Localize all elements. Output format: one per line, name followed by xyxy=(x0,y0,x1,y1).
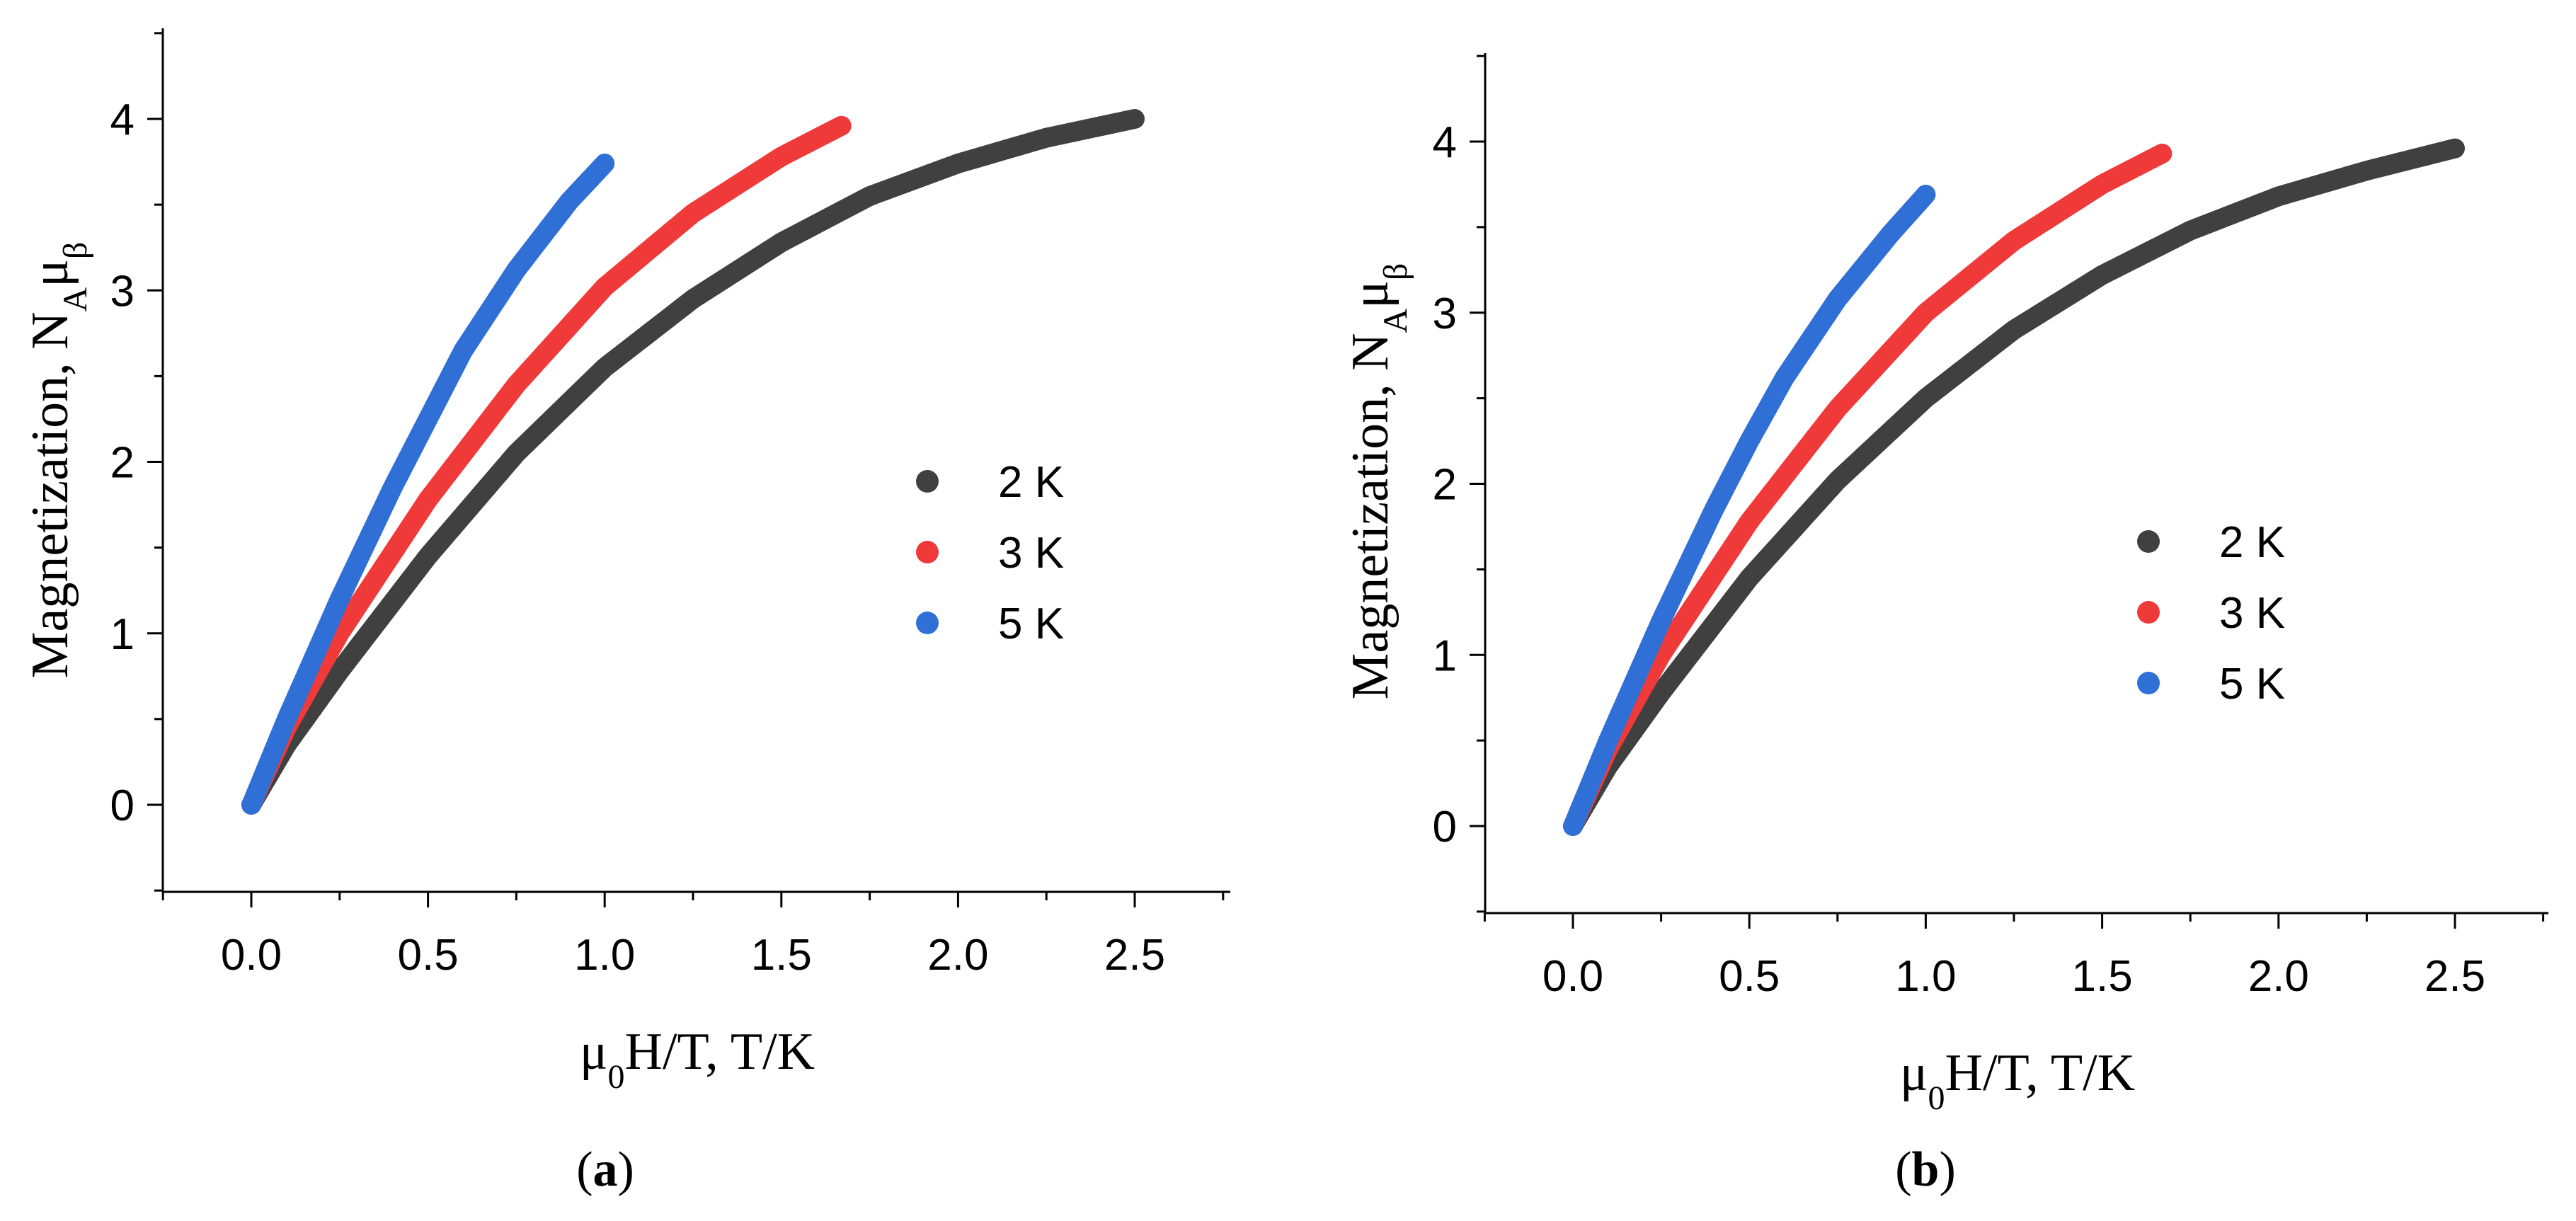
legend-label: 2 K xyxy=(998,458,1064,507)
x-tick-label: 0.5 xyxy=(1719,952,1780,1001)
y-axis-title-sub-b: β xyxy=(1377,263,1414,280)
y-axis-title-sub-a: A xyxy=(57,287,94,311)
x-axis-title: μ0H/T, T/K xyxy=(580,1023,815,1096)
data-marks xyxy=(241,109,1145,815)
legend-marker xyxy=(2137,672,2160,694)
y-tick-label: 2 xyxy=(1433,461,1457,510)
y-axis-title-sub-b: β xyxy=(57,242,94,259)
x-axis-title-mu: μ xyxy=(580,1023,608,1081)
caption-letter: b xyxy=(1912,1142,1940,1197)
data-point xyxy=(1916,184,1936,205)
caption-open: ( xyxy=(1895,1142,1911,1197)
y-axis-title-mu: μ xyxy=(21,259,79,287)
x-tick-label: 0.0 xyxy=(1542,952,1603,1001)
data-marks xyxy=(1563,138,2465,836)
legend-label: 3 K xyxy=(998,529,1064,578)
y-axis-title-main: Magnetization, N xyxy=(21,311,79,678)
x-axis-title-rest: H/T, T/K xyxy=(625,1023,815,1081)
series-2k xyxy=(241,109,1145,815)
x-axis-title-mu: μ xyxy=(1900,1044,1928,1102)
data-point xyxy=(2445,138,2465,159)
series-5k xyxy=(241,153,615,815)
x-axis-title-sub: 0 xyxy=(1928,1079,1945,1117)
x-tick-label: 1.5 xyxy=(751,931,812,980)
y-tick-label: 4 xyxy=(110,96,134,144)
legend-marker xyxy=(916,541,939,563)
x-axis-title-rest: H/T, T/K xyxy=(1945,1044,2136,1102)
legend-marker xyxy=(2137,601,2160,624)
y-tick-label: 0 xyxy=(110,781,134,830)
caption-close: ) xyxy=(1939,1142,1955,1197)
legend: 2 K 3 K 5 K xyxy=(2137,518,2285,709)
x-tick-label: 0.0 xyxy=(221,931,282,980)
legend-marker xyxy=(916,470,939,493)
y-ticks: 0 1 2 3 4 xyxy=(110,32,163,892)
x-ticks: 0.0 0.5 1.0 1.5 2.0 2.5 xyxy=(1483,913,2545,1001)
data-point xyxy=(595,153,615,173)
x-tick-label: 2.5 xyxy=(1104,931,1165,980)
data-point xyxy=(2152,143,2173,164)
y-tick-label: 1 xyxy=(1433,631,1457,680)
x-tick-label: 2.0 xyxy=(2248,952,2309,1001)
x-tick-label: 2.5 xyxy=(2425,952,2485,1001)
x-tick-label: 1.0 xyxy=(1895,952,1956,1001)
series-3k xyxy=(241,115,852,815)
y-tick-label: 1 xyxy=(110,610,134,659)
y-tick-label: 3 xyxy=(1433,290,1457,338)
x-ticks: 0.0 0.5 1.0 1.5 2.0 2.5 xyxy=(161,892,1225,980)
y-axis-title-sub-a: A xyxy=(1377,308,1414,333)
caption-letter: a xyxy=(593,1142,618,1197)
data-point xyxy=(1125,109,1145,129)
series-5k xyxy=(1563,184,1936,836)
legend-label: 5 K xyxy=(998,600,1064,648)
x-tick-label: 2.0 xyxy=(927,931,988,980)
y-tick-label: 2 xyxy=(110,439,134,488)
y-tick-label: 3 xyxy=(110,267,134,316)
x-tick-label: 1.5 xyxy=(2071,952,2132,1001)
legend-label: 5 K xyxy=(2219,660,2285,709)
x-tick-label: 0.5 xyxy=(397,931,458,980)
y-ticks: 0 1 2 3 4 xyxy=(1433,55,1485,913)
y-tick-label: 0 xyxy=(1433,803,1457,852)
y-axis-title: Magnetization, NAμβ xyxy=(21,242,94,679)
legend-marker xyxy=(916,612,939,634)
x-axis-title-sub: 0 xyxy=(608,1058,625,1096)
y-axis-title-main: Magnetization, N xyxy=(1341,333,1399,699)
panel-caption: (a) xyxy=(576,1142,634,1197)
legend: 2 K 3 K 5 K xyxy=(916,458,1064,648)
y-tick-label: 4 xyxy=(1433,118,1457,167)
legend-marker xyxy=(2137,530,2160,553)
legend-label: 3 K xyxy=(2219,589,2285,638)
panel-caption: (b) xyxy=(1895,1142,1956,1197)
y-axis-title-mu: μ xyxy=(1341,280,1399,309)
caption-open: ( xyxy=(576,1142,593,1197)
x-axis-title: μ0H/T, T/K xyxy=(1900,1044,2135,1117)
legend-label: 2 K xyxy=(2219,518,2285,567)
caption-close: ) xyxy=(618,1142,634,1197)
y-axis-title: Magnetization, NAμβ xyxy=(1341,263,1414,700)
x-tick-label: 1.0 xyxy=(574,931,635,980)
data-point xyxy=(831,115,852,136)
